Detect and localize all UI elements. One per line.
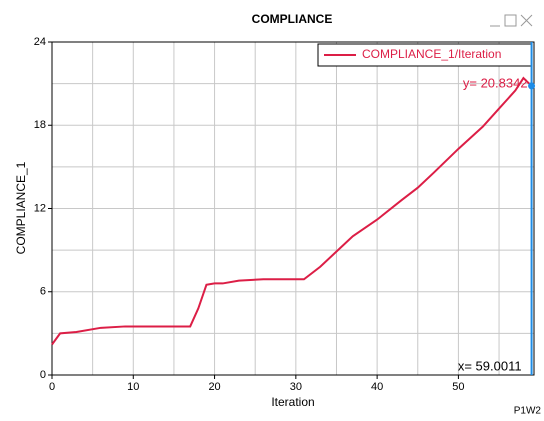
y-tick-label: 18 [34, 119, 46, 131]
y-tick-label: 24 [34, 36, 46, 48]
x-tick-label: 10 [127, 381, 139, 393]
data-line [51, 76, 533, 346]
x-tick-label: 20 [208, 381, 220, 393]
y-tick-label: 6 [40, 286, 46, 298]
cursor-y-label: y= 20.8342 [463, 75, 528, 90]
x-tick-label: 30 [290, 381, 302, 393]
y-tick-label: 0 [40, 369, 46, 381]
close-button[interactable] [520, 14, 533, 27]
chart-title: COMPLIANCE [252, 12, 333, 26]
plot-frame [51, 41, 535, 376]
window-controls [490, 14, 533, 27]
x-tick-label: 40 [371, 381, 383, 393]
cursor-point [528, 82, 536, 90]
y-tick-label: 12 [34, 202, 46, 214]
legend-label: COMPLIANCE_1/Iteration [362, 47, 501, 61]
x-tick-label: 0 [49, 381, 55, 393]
cursor-x-label: x= 59.0011 [458, 358, 522, 373]
x-tick-label: 50 [452, 381, 464, 393]
y-axis-label: COMPLIANCE_1 [14, 161, 28, 254]
maximize-button[interactable] [504, 14, 517, 27]
x-axis-label: Iteration [271, 395, 314, 409]
corner-text: P1W2 [514, 406, 542, 417]
